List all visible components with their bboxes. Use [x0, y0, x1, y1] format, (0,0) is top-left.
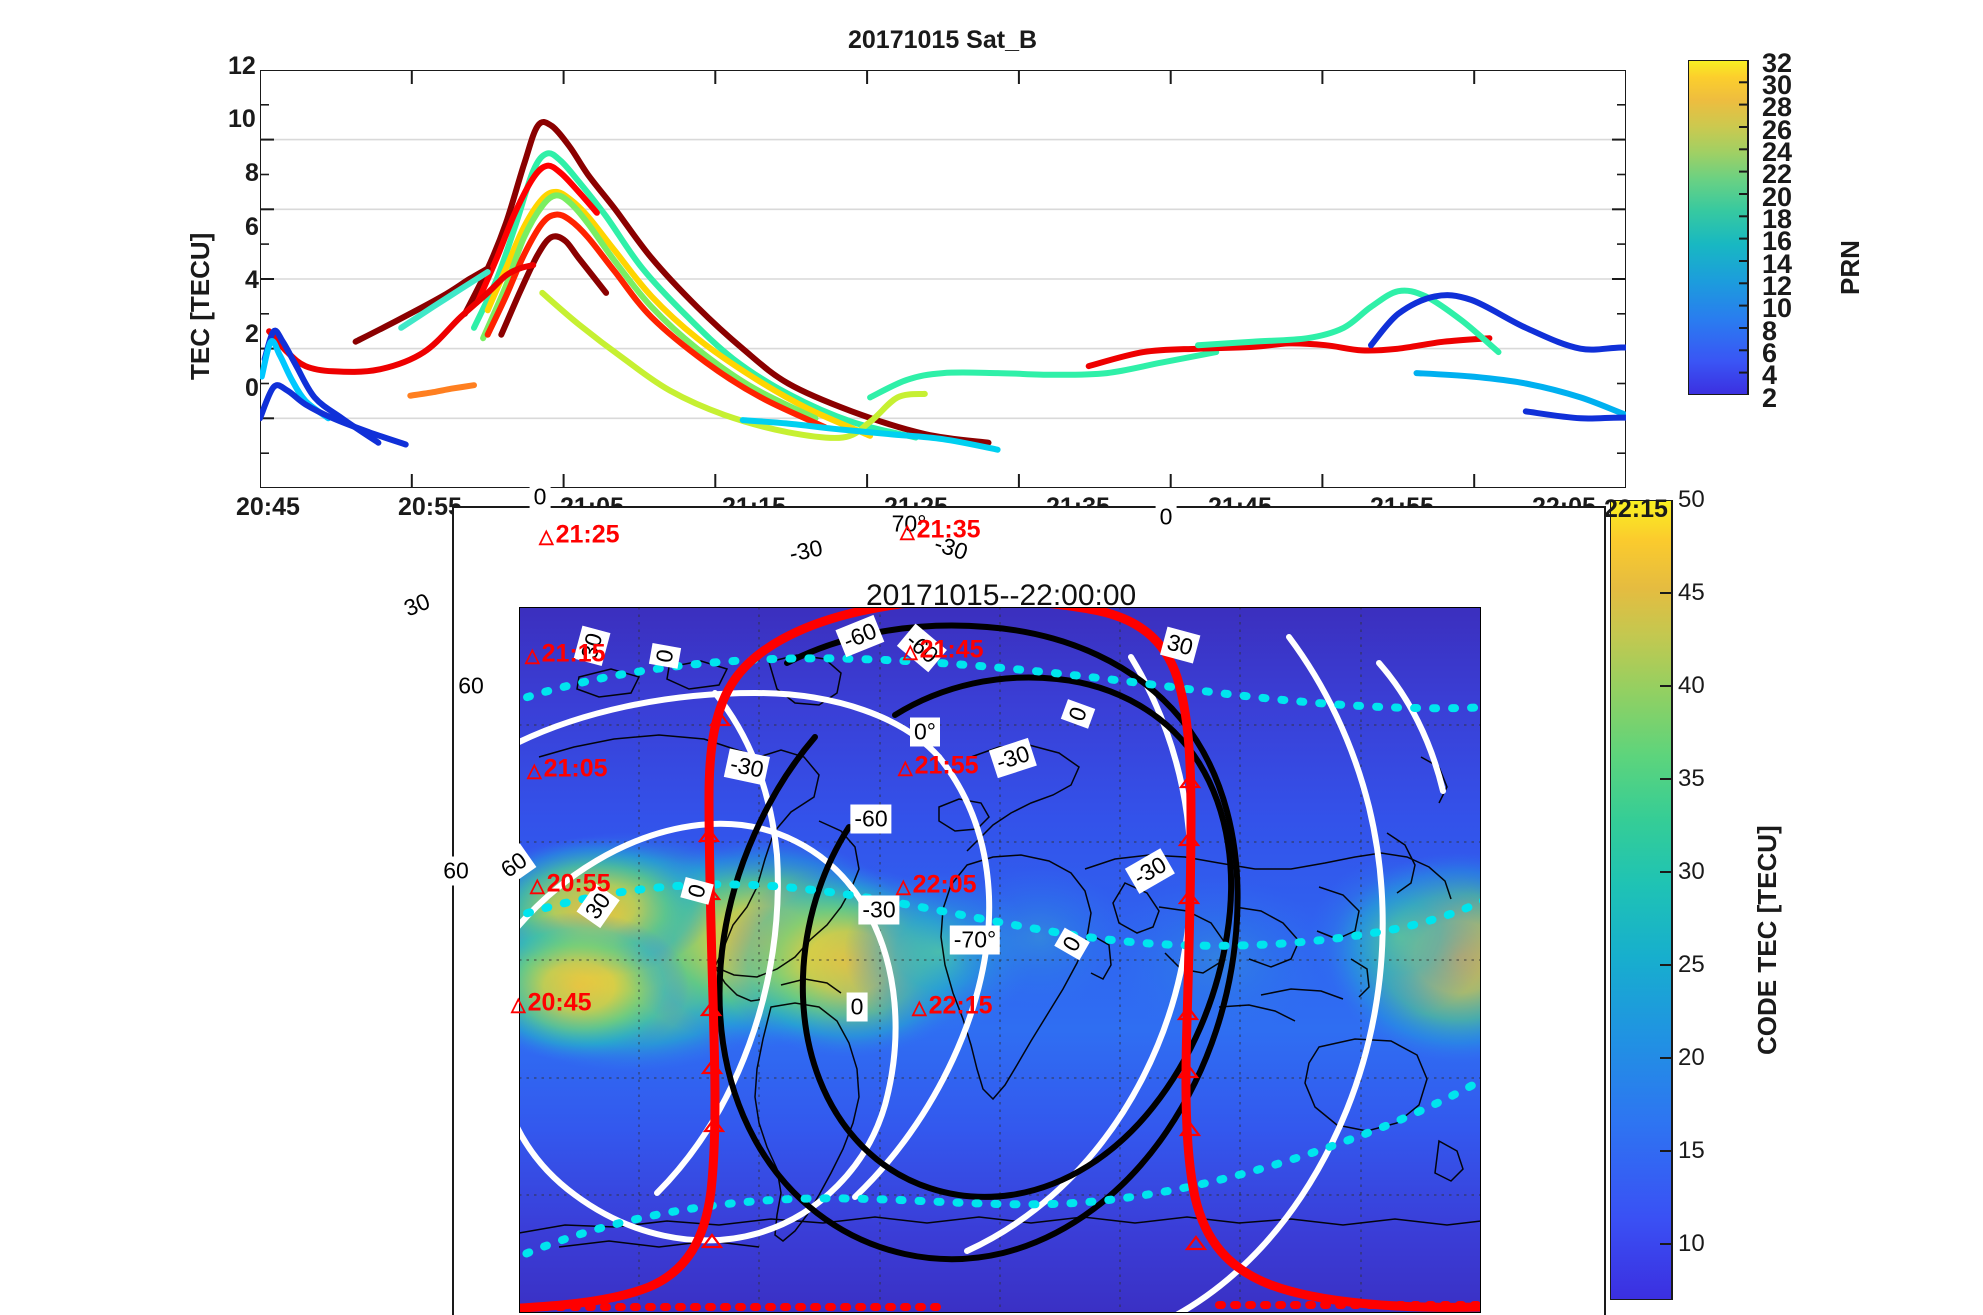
prn-tick-16: 16	[1762, 226, 1793, 256]
prn-tick-8: 8	[1762, 316, 1778, 346]
prn-tick-12: 12	[1762, 271, 1793, 301]
prn-colorbar	[1688, 60, 1749, 395]
prn-tick-24: 24	[1762, 137, 1793, 167]
xtick-2055: 20:55	[398, 493, 462, 521]
tec-curve	[471, 150, 919, 441]
contour-label: 30	[395, 585, 439, 625]
prn-tick-28: 28	[1762, 92, 1793, 122]
tec-curve	[867, 349, 1220, 401]
tec-curve	[539, 289, 928, 441]
ytick-8: 8	[245, 159, 259, 187]
top-panel-title: 20171015 Sat_B	[848, 26, 1038, 54]
codetec-tick-15: 15	[1678, 1137, 1705, 1164]
xtick-2215: 22:15	[1604, 495, 1668, 523]
ytick-10: 10	[228, 105, 256, 133]
tec-curve	[1522, 408, 1626, 422]
tec-series-group	[260, 118, 1626, 453]
prn-tick-4: 4	[1762, 360, 1778, 390]
prn-tick-18: 18	[1762, 204, 1793, 234]
tec-curve	[407, 382, 477, 399]
prn-tick-6: 6	[1762, 338, 1778, 368]
codetec-tick-50: 50	[1678, 486, 1705, 513]
prn-tick-30: 30	[1762, 70, 1793, 100]
tec-curve	[484, 211, 828, 430]
tec-curve	[475, 162, 600, 303]
tec-curve	[498, 233, 610, 338]
ytick-12: 12	[228, 52, 256, 80]
codetec-tick-25: 25	[1678, 951, 1705, 978]
prn-tick-20: 20	[1762, 182, 1793, 212]
prn-tick-14: 14	[1762, 249, 1793, 279]
ytick-6: 6	[245, 213, 259, 241]
prn-tick-2: 2	[1762, 383, 1778, 413]
tec-curve	[739, 417, 1001, 453]
prn-tick-32: 32	[1762, 48, 1793, 78]
codetec-tick-30: 30	[1678, 858, 1705, 885]
top-panel-ylabel: TEC [TECU]	[185, 232, 215, 380]
tec-curve	[1368, 292, 1626, 353]
prn-tick-22: 22	[1762, 159, 1793, 189]
tec-curve	[1085, 335, 1493, 370]
code-tec-colorbar-label: CODE TEC [TECU]	[1752, 825, 1782, 1055]
tec-curve	[261, 327, 382, 446]
ytick-2: 2	[245, 320, 259, 348]
tec-world-map	[519, 607, 1481, 1313]
prn-tick-26: 26	[1762, 115, 1793, 145]
codetec-tick-10: 10	[1678, 1230, 1705, 1257]
codetec-tick-40: 40	[1678, 672, 1705, 699]
tec-curve	[461, 118, 992, 446]
tec-curve	[266, 262, 537, 375]
prn-tick-10: 10	[1762, 293, 1793, 323]
tec-curve	[480, 192, 819, 422]
ytick-4: 4	[245, 266, 259, 294]
map-title: 20171015--22:00:00	[866, 579, 1137, 612]
xtick-2045: 20:45	[236, 493, 300, 521]
code-tec-colorbar	[1610, 500, 1673, 1300]
tec-curve	[484, 188, 874, 439]
top-panel-plot	[260, 70, 1626, 488]
codetec-tick-35: 35	[1678, 765, 1705, 792]
codetec-tick-45: 45	[1678, 579, 1705, 606]
codetec-tick-20: 20	[1678, 1044, 1705, 1071]
ytick-0: 0	[245, 374, 259, 402]
tec-curve	[1195, 287, 1502, 356]
tec-curve	[398, 269, 491, 331]
tec-curve	[1413, 370, 1626, 419]
tec-curve	[352, 265, 491, 345]
prn-colorbar-label: PRN	[1835, 240, 1865, 295]
tec-curve	[260, 382, 409, 448]
